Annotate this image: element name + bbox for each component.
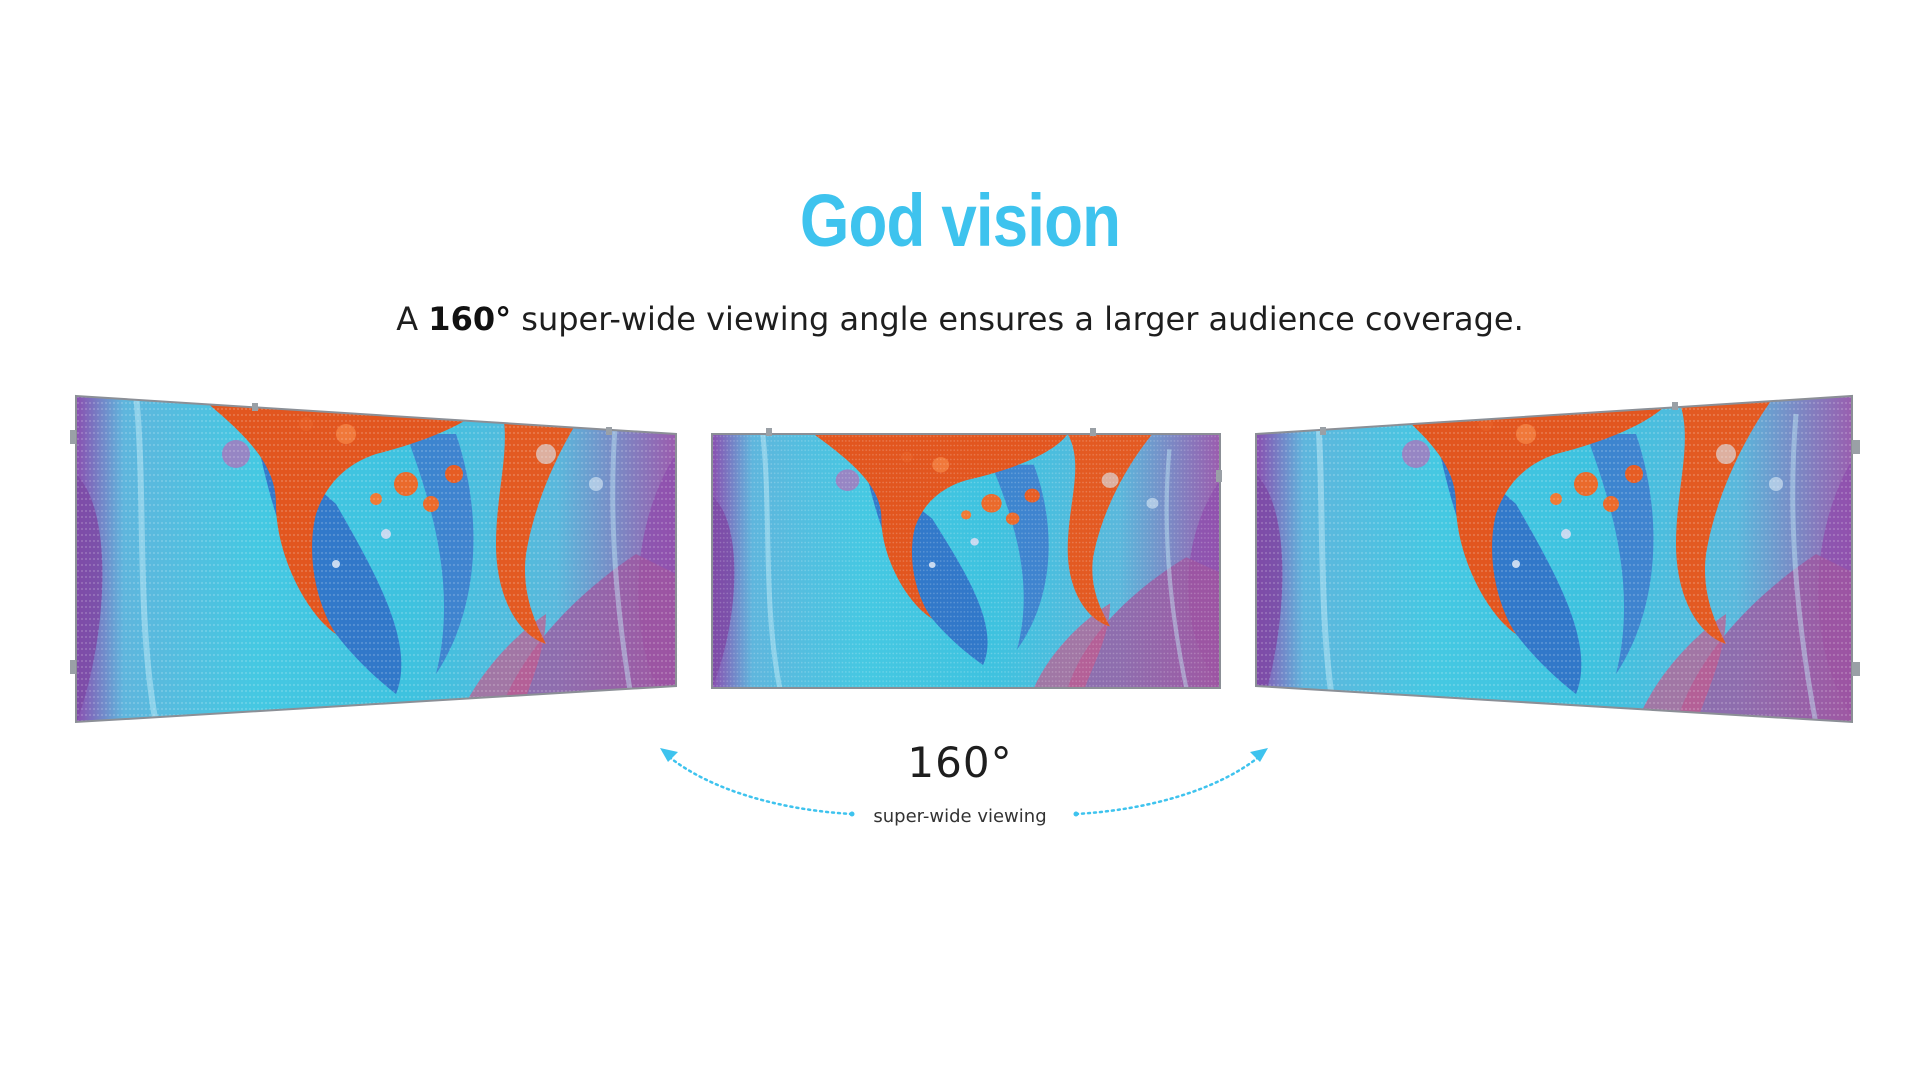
page-subtitle: A 160° super-wide viewing angle ensures …: [0, 300, 1920, 338]
angle-value: 160°: [907, 738, 1013, 787]
right-led-screen: [1255, 394, 1860, 724]
center-led-screen: [711, 428, 1222, 689]
angle-caption: super-wide viewing: [873, 806, 1047, 827]
page-title: God vision: [799, 179, 1121, 262]
subtitle-prefix: A: [396, 300, 429, 338]
subtitle-highlight: 160°: [428, 300, 512, 338]
subtitle-suffix: super-wide viewing angle ensures a large…: [511, 300, 1524, 338]
left-led-screen: [70, 394, 677, 724]
